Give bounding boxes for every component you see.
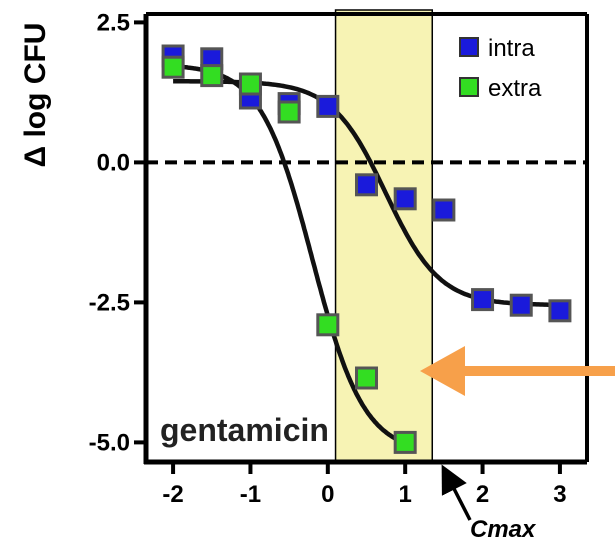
y-tick-label: 0.0 bbox=[97, 149, 130, 176]
extra-data-point bbox=[316, 313, 340, 337]
x-tick-label: 0 bbox=[321, 481, 334, 508]
x-tick-label: 3 bbox=[553, 481, 566, 508]
drug-label: gentamicin bbox=[160, 412, 329, 448]
y-tick-label: -2.5 bbox=[89, 289, 130, 316]
intra-data-point bbox=[432, 198, 456, 222]
intra-data-point bbox=[355, 173, 378, 197]
extra-data-point bbox=[355, 366, 378, 390]
axis-ticks: 2.5 0.0 -2.5 -5.0 -2 -1 0 1 2 3 bbox=[89, 9, 567, 508]
intra-data-point bbox=[316, 94, 340, 118]
x-tick-label: -1 bbox=[240, 481, 261, 508]
orange-arrow-icon bbox=[420, 346, 615, 396]
extra-data-point bbox=[393, 430, 417, 454]
extra-data-point bbox=[277, 100, 301, 124]
x-tick-label: 2 bbox=[476, 481, 489, 508]
cmax-pointer-arrow bbox=[441, 464, 472, 521]
legend-swatch-intra bbox=[459, 37, 479, 57]
y-axis-title: Δ log CFU bbox=[19, 23, 52, 168]
legend-label-intra: intra bbox=[488, 35, 535, 62]
extra-data-point bbox=[238, 72, 262, 96]
extra-data-point bbox=[161, 55, 185, 79]
legend: intra extra bbox=[459, 35, 542, 102]
cmax-label: Cmax bbox=[470, 516, 537, 543]
legend-swatch-extra bbox=[459, 77, 479, 97]
x-tick-label: 1 bbox=[399, 481, 412, 508]
data-points bbox=[161, 44, 572, 454]
intra-data-point bbox=[548, 299, 572, 323]
intra-data-point bbox=[393, 187, 417, 211]
legend-label-extra: extra bbox=[488, 75, 542, 102]
y-tick-label: 2.5 bbox=[97, 9, 130, 36]
intra-data-point bbox=[509, 293, 533, 317]
x-tick-label: -2 bbox=[162, 481, 183, 508]
extra-data-point bbox=[200, 64, 224, 88]
intra-data-point bbox=[471, 288, 495, 312]
cmax-range-band bbox=[334, 9, 434, 463]
y-tick-label: -5.0 bbox=[89, 429, 130, 456]
